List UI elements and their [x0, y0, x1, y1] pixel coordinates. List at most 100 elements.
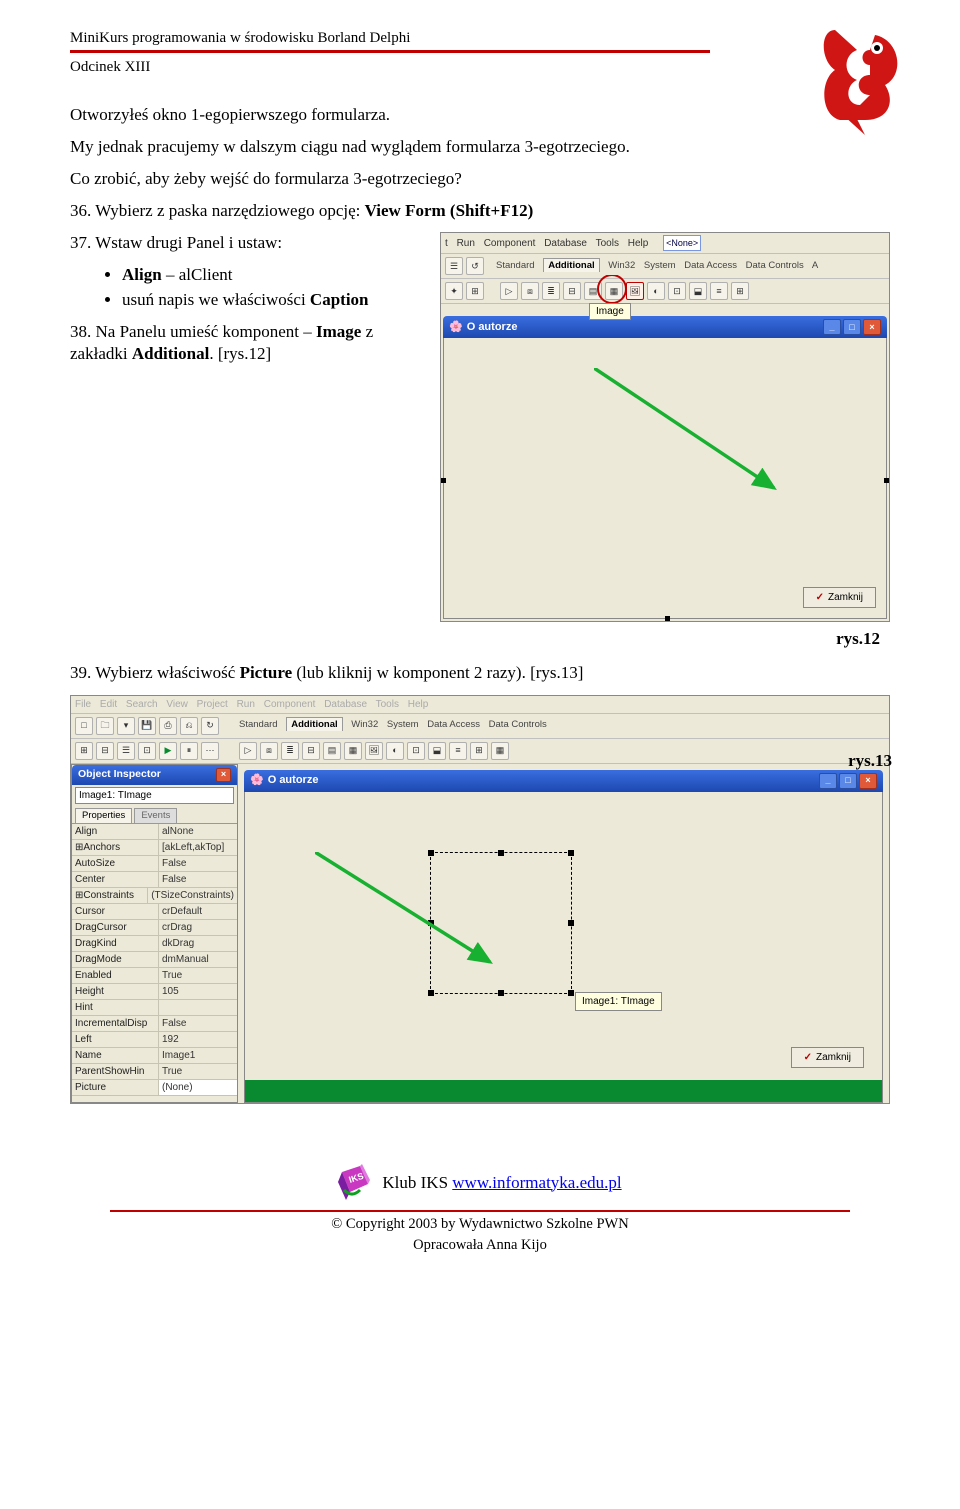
property-grid: AlignalNone ⊞Anchors[akLeft,akTop] AutoS… — [72, 823, 237, 1096]
form-icon: 🌸 — [449, 320, 463, 334]
toolbar-icon: ⊟ — [96, 742, 114, 760]
footer-rule — [110, 1210, 850, 1212]
pal-icon: ⊡ — [668, 282, 686, 300]
fig13-ide: File Edit Search View Project Run Compon… — [70, 695, 890, 1104]
pal-icon: ≣ — [281, 742, 299, 760]
item-36-bold: View Form (Shift+F12) — [365, 201, 534, 220]
object-inspector: Object Inspector × Image1: TImage Proper… — [71, 764, 238, 1103]
pal-icon: ⊟ — [563, 282, 581, 300]
bullet-align: Align – alClient — [122, 264, 430, 286]
item-38: 38. Na Panelu umieść komponent – Image z… — [70, 321, 430, 365]
pal-icon: ⬓ — [689, 282, 707, 300]
pal-image-icon: 🖼 — [365, 742, 383, 760]
fig12: t Run Component Database Tools Help <Non… — [440, 232, 890, 622]
fig13-menubar: File Edit Search View Project Run Compon… — [71, 696, 889, 714]
image-callout-label: Image — [589, 303, 631, 320]
footer-copyright: © Copyright 2003 by Wydawnictwo Szkolne … — [70, 1216, 890, 1233]
toolbar-icon: 🗀 — [96, 717, 114, 735]
header-rule — [70, 50, 710, 53]
pal-icon: ⧈ — [260, 742, 278, 760]
fig12-form-canvas: ✓ Zamknij — [443, 338, 887, 619]
pal-icon: ⊟ — [302, 742, 320, 760]
fig13-body: Object Inspector × Image1: TImage Proper… — [71, 764, 889, 1103]
pal-cursor-icon: ▷ — [239, 742, 257, 760]
fig12-form-title: O autorze — [467, 320, 821, 334]
para-1: Otworzyłeś okno 1-egopierwszego formular… — [70, 104, 890, 126]
pal-icon: ⊞ — [466, 282, 484, 300]
pal-icon: ▦ — [491, 742, 509, 760]
fig12-ide: t Run Component Database Tools Help <Non… — [440, 232, 890, 622]
footer-author: Opracowała Anna Kijo — [70, 1237, 890, 1254]
form-icon: 🌸 — [250, 773, 264, 787]
inspector-titlebar: Object Inspector × — [72, 765, 237, 785]
minimize-icon: _ — [823, 319, 841, 335]
toolbar-icon: 💾 — [138, 717, 156, 735]
maximize-icon: □ — [843, 319, 861, 335]
footer-logo-row: IKS Klub IKS www.informatyka.edu.pl — [70, 1164, 890, 1202]
fig12-caption: rys.12 — [70, 628, 880, 650]
header-subtitle: Odcinek XIII — [70, 59, 890, 76]
bullet-caption: usuń napis we właściwości Caption — [122, 289, 430, 311]
pal-icon: ▤ — [323, 742, 341, 760]
toolbar-icon: ⊡ — [138, 742, 156, 760]
form-footer-bar — [245, 1080, 882, 1102]
item-36: 36. Wybierz z paska narzędziowego opcję:… — [70, 200, 890, 222]
pal-icon: ⬓ — [428, 742, 446, 760]
fig12-palette-tabs: Standard Additional Win32 System Data Ac… — [496, 260, 824, 272]
pal-icon: ⊞ — [470, 742, 488, 760]
tab-properties: Properties — [75, 808, 132, 823]
row-fig12: 37. Wstaw drugi Panel i ustaw: Align – a… — [70, 232, 890, 622]
close-icon: × — [216, 768, 231, 782]
para-3: Co zrobić, aby żeby wejść do formularza … — [70, 168, 890, 190]
page-header: MiniKurs programowania w środowisku Borl… — [70, 30, 890, 76]
page-content: Otworzyłeś okno 1-egopierwszego formular… — [70, 104, 890, 1254]
pal-icon: ✦ — [445, 282, 463, 300]
pal-icon: ⊞ — [731, 282, 749, 300]
toolbar-icon: ▾ — [117, 717, 135, 735]
fig13-palette-tabs: Standard Additional Win32 System Data Ac… — [239, 719, 553, 731]
fig13-form-area: 🌸 O autorze _ □ × — [238, 764, 889, 1103]
fig12-palette: ✦ ⊞ ▷ ⧈ ≣ ⊟ ▤ ▦ 🖼 ◐ ⊡ ⬓ ≡ ⊞ — [441, 279, 889, 304]
fig13-form-title: O autorze — [268, 773, 817, 787]
pal-icon: ▦ — [344, 742, 362, 760]
item-37-text: 37. Wstaw drugi Panel i ustaw: — [70, 233, 282, 252]
toolbar-icon: ⎌ — [180, 717, 198, 735]
pwn-logo — [815, 20, 910, 135]
inspector-tabs: Properties Events — [72, 806, 237, 823]
pal-icon: ≡ — [710, 282, 728, 300]
pal-icon: ◐ — [647, 282, 665, 300]
fig13-toolbar1: □ 🗀 ▾ 💾 ⎙ ⎌ ↻ Standard Additional Win32 … — [71, 714, 889, 739]
item-39: 39. Wybierz właściwość Picture (lub klik… — [70, 662, 890, 684]
fig13-caption: rys.13 — [848, 750, 892, 772]
toolbar-icon: ↻ — [201, 717, 219, 735]
run-icon: ▶ — [159, 742, 177, 760]
toolbar-icon: ⊞ — [75, 742, 93, 760]
iks-logo-icon: IKS — [338, 1164, 372, 1202]
fig12-menubar: t Run Component Database Tools Help <Non… — [441, 233, 889, 254]
toolbar-icon: ⎙ — [159, 717, 177, 735]
green-arrow-icon — [315, 852, 525, 992]
footer-link[interactable]: www.informatyka.edu.pl — [452, 1173, 621, 1192]
fig13-form-titlebar: 🌸 O autorze _ □ × — [244, 770, 883, 792]
pal-icon: ≡ — [449, 742, 467, 760]
header-title: MiniKurs programowania w środowisku Borl… — [70, 30, 890, 47]
close-icon: × — [863, 319, 881, 335]
green-arrow-icon — [594, 368, 794, 528]
tab-events: Events — [134, 808, 177, 823]
pal-icon: ⧈ — [521, 282, 539, 300]
toolbar-icon: ☰ — [445, 257, 463, 275]
toolbar-icon: ⏸ — [180, 742, 198, 760]
fig13-design-area: Image1: TImage ✓ Zamknij — [244, 792, 883, 1103]
zamknij-button: ✓ Zamknij — [791, 1047, 864, 1068]
pal-icon: ◐ — [386, 742, 404, 760]
toolbar-icon: ☰ — [117, 742, 135, 760]
toolbar-icon: ↺ — [466, 257, 484, 275]
fig12-form-titlebar: 🌸 O autorze _ □ × — [443, 316, 887, 338]
fig13-toolbar2: ⊞ ⊟ ☰ ⊡ ▶ ⏸ ⋯ ▷ ⧈ ≣ ⊟ ▤ ▦ 🖼 ◐ ⊡ ⬓ ≡ ⊞ — [71, 739, 889, 764]
toolbar-icon: ⋯ — [201, 742, 219, 760]
inspector-combo: Image1: TImage — [75, 787, 234, 804]
fig13-wrap: File Edit Search View Project Run Compon… — [70, 695, 890, 1104]
item-37: 37. Wstaw drugi Panel i ustaw: — [70, 232, 430, 254]
page-footer: IKS Klub IKS www.informatyka.edu.pl © Co… — [70, 1164, 890, 1255]
item-37-bullets: Align – alClient usuń napis we właściwoś… — [70, 264, 430, 310]
